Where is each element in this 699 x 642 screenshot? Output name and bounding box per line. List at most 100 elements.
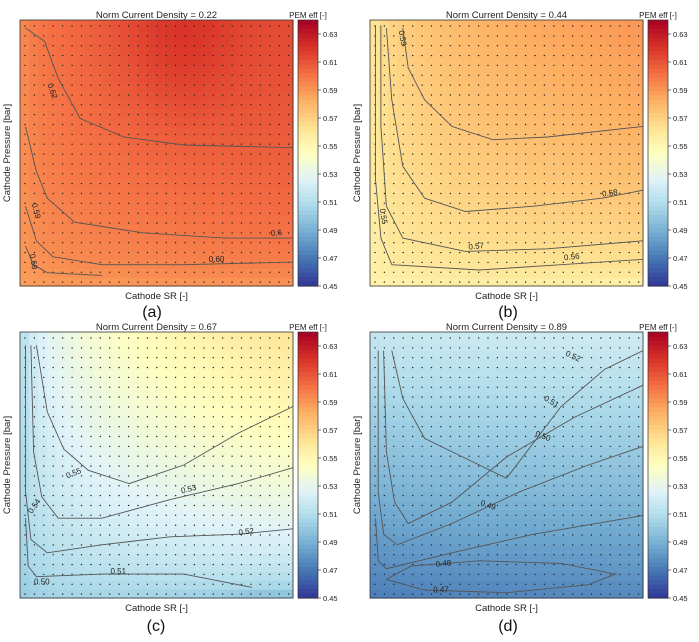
heatmap-cell (156, 268, 167, 278)
heatmap-cell (415, 170, 426, 181)
sample-dot (562, 94, 564, 96)
sample-dot (146, 455, 149, 457)
heatmap-cell (192, 518, 203, 528)
sample-dot (156, 455, 158, 457)
heatmap-cell (497, 46, 508, 57)
sample-dot (146, 494, 149, 497)
sample-dot (62, 583, 64, 585)
heatmap-cell (56, 402, 67, 413)
heatmap-cell (588, 250, 599, 260)
heatmap-cell (165, 438, 176, 448)
heatmap-cell (379, 28, 389, 39)
heatmap-cell (579, 46, 589, 57)
heatmap-cell (156, 553, 167, 564)
sample-dot (543, 84, 546, 86)
sample-dot (222, 25, 224, 27)
sample-dot (590, 114, 593, 116)
heatmap-cell (156, 473, 167, 484)
heatmap-cell (633, 82, 644, 92)
sample-dot (193, 84, 196, 86)
heatmap-cell (561, 232, 571, 243)
sample-dot (24, 504, 26, 507)
heatmap-cell (615, 64, 626, 74)
heatmap-cell (451, 135, 462, 145)
sample-dot (553, 54, 555, 57)
heatmap-cell (174, 250, 185, 260)
sample-dot (515, 123, 517, 126)
heatmap-cell (533, 232, 544, 243)
sample-dot (468, 54, 470, 57)
sample-dot (146, 475, 149, 477)
sample-dot (90, 232, 92, 234)
heatmap-cell (488, 73, 498, 83)
heatmap-cell (202, 188, 212, 198)
sample-dot (487, 25, 489, 27)
sample-dot (600, 64, 602, 67)
heatmap-cell (552, 90, 562, 101)
heatmap-cell (38, 20, 48, 30)
sample-dot (496, 173, 499, 175)
sample-dot (534, 45, 536, 47)
sample-dot (184, 376, 186, 379)
colorbar-step (298, 272, 318, 278)
heatmap-cell (461, 82, 471, 92)
heatmap-cell (74, 411, 85, 422)
sample-dot (52, 114, 54, 116)
sample-dot (459, 212, 461, 214)
sample-dot (184, 465, 186, 467)
sample-dot (637, 25, 640, 27)
sample-dot (193, 232, 196, 234)
sample-dot (71, 554, 73, 556)
heatmap-cell (138, 535, 148, 546)
heatmap-cell (92, 161, 103, 172)
sample-dot (146, 25, 149, 27)
heatmap-cell (129, 518, 139, 528)
heatmap-cell (92, 73, 103, 83)
sample-dot (193, 504, 196, 507)
sample-dot (259, 153, 261, 155)
heatmap-cell (92, 553, 103, 564)
heatmap-cell (65, 358, 76, 369)
sample-dot (259, 222, 261, 224)
heatmap-cell (156, 580, 167, 590)
heatmap-cell (129, 571, 139, 581)
heatmap-cell (165, 429, 176, 439)
sample-dot (90, 455, 92, 457)
heatmap-cell (397, 144, 407, 154)
sample-dot (259, 251, 261, 254)
heatmap-cell (38, 46, 48, 57)
sample-dot (165, 163, 167, 165)
sample-dot (62, 133, 64, 136)
sample-dot (374, 192, 376, 195)
heatmap-cell (56, 250, 67, 260)
heatmap-cell (74, 580, 85, 590)
heatmap-cell (397, 223, 407, 234)
heatmap-cell (92, 456, 103, 466)
heatmap-cell (597, 223, 608, 234)
sample-dot (222, 271, 224, 273)
sample-dot (212, 104, 214, 106)
sample-dot (637, 94, 640, 96)
heatmap-cell (183, 161, 194, 172)
heatmap-cell (101, 349, 112, 360)
sample-dot (222, 84, 224, 86)
heatmap-cell (552, 259, 562, 269)
sample-dot (487, 94, 489, 96)
sample-dot (71, 583, 73, 585)
sample-dot (440, 94, 442, 96)
heatmap-cell (283, 553, 294, 564)
heatmap-cell (47, 385, 57, 395)
sample-dot (240, 123, 243, 126)
heatmap-cell (561, 135, 571, 145)
heatmap-cell (202, 527, 212, 537)
sample-dot (222, 143, 224, 145)
heatmap-cell (379, 37, 389, 48)
sample-dot (553, 74, 555, 76)
sample-dot (590, 104, 593, 106)
sample-dot (33, 74, 36, 76)
heatmap-cell (38, 447, 48, 457)
heatmap-cell (552, 153, 562, 163)
sample-dot (506, 153, 508, 155)
sample-dot (637, 45, 640, 47)
sample-dot (156, 173, 158, 175)
